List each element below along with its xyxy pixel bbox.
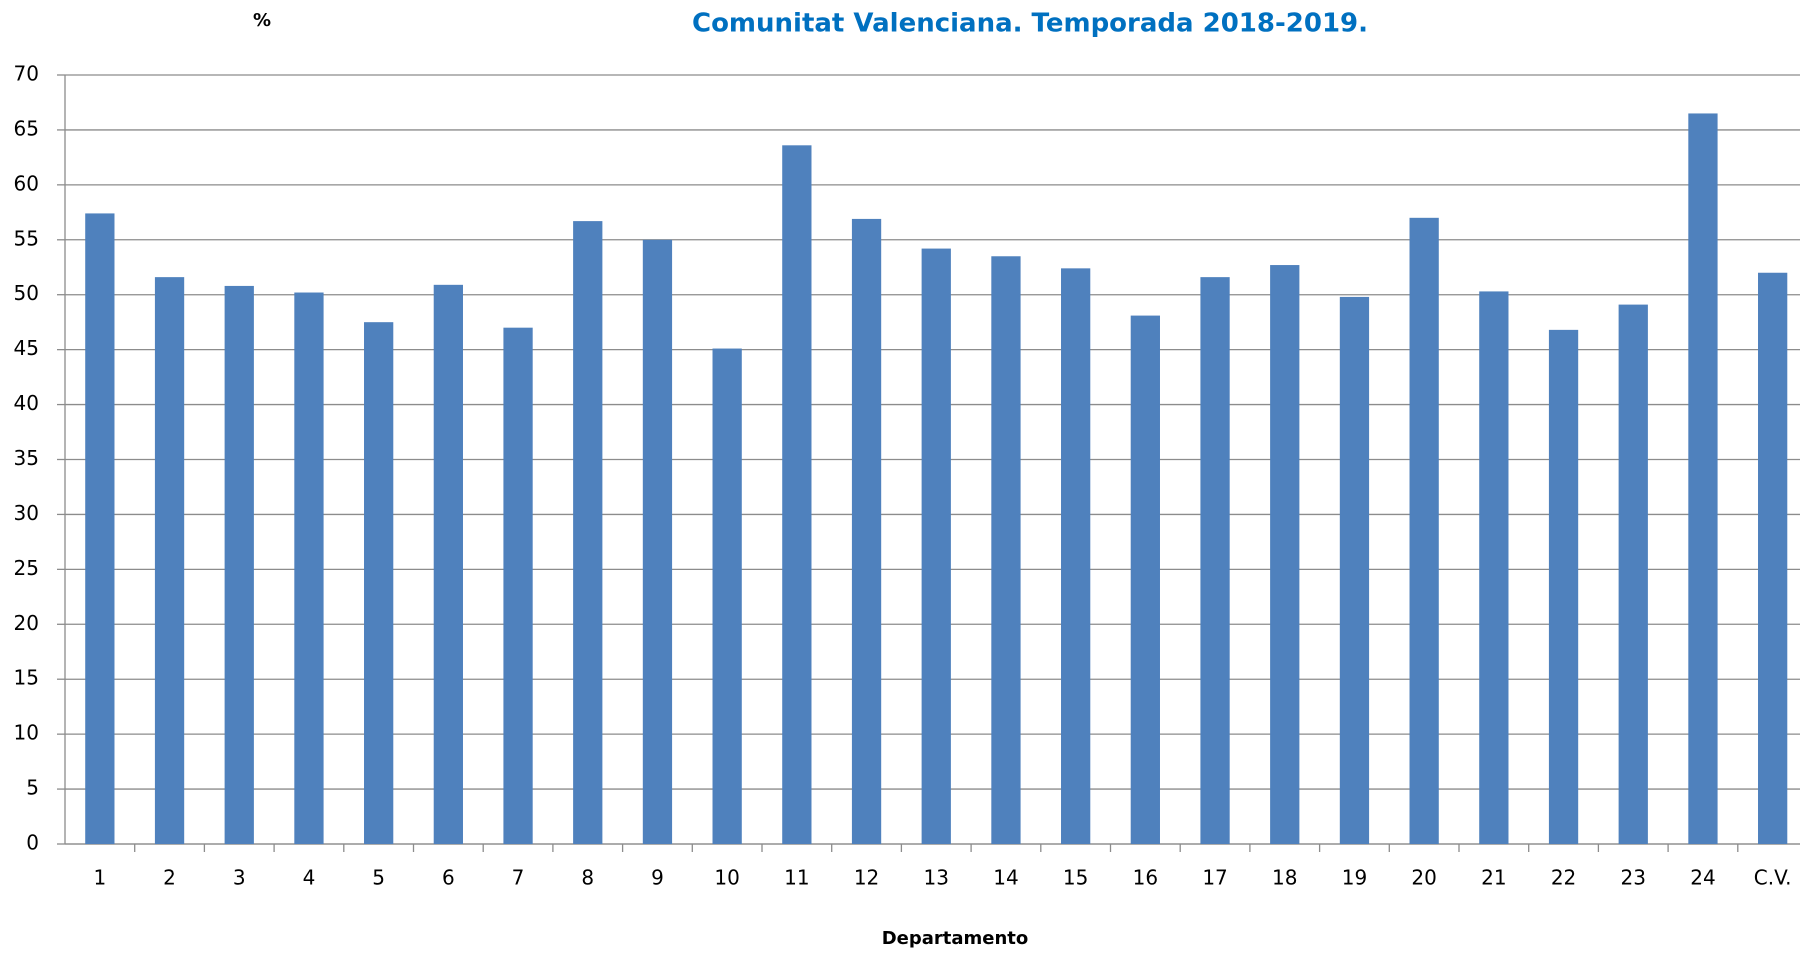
x-tick-label: 5 — [372, 866, 385, 890]
bar — [1688, 113, 1718, 844]
y-tick-label: 25 — [14, 556, 39, 580]
x-tick-label: 20 — [1411, 866, 1436, 890]
bar — [1758, 272, 1788, 844]
y-tick-label: 45 — [14, 336, 39, 360]
bar — [154, 277, 185, 844]
x-tick-label: 7 — [512, 866, 525, 890]
bar — [364, 322, 394, 844]
x-tick-label: 1 — [93, 866, 106, 890]
x-tick-label: 2 — [163, 866, 176, 890]
y-tick-label: 60 — [14, 171, 39, 195]
bar — [642, 239, 673, 845]
bar — [85, 213, 115, 845]
bar — [712, 348, 742, 844]
y-tick-label: 55 — [14, 226, 39, 250]
y-tick-label: 10 — [14, 721, 39, 745]
x-tick-label: 24 — [1690, 866, 1715, 890]
x-tick-label: 12 — [854, 866, 879, 890]
x-tick-label: 10 — [714, 866, 739, 890]
bar — [294, 292, 324, 844]
x-tick-label: 4 — [303, 866, 316, 890]
x-tick-label: 21 — [1481, 866, 1506, 890]
y-tick-label: 15 — [14, 666, 39, 690]
bar — [782, 145, 812, 844]
chart-title: Comunitat Valenciana. Temporada 2018-201… — [692, 9, 1368, 39]
x-tick-label: 6 — [442, 866, 455, 890]
x-tick-label: 17 — [1202, 866, 1227, 890]
x-tick-label: 3 — [233, 866, 246, 890]
bar — [921, 248, 951, 844]
x-tick-label: 16 — [1133, 866, 1158, 890]
bar — [503, 327, 533, 845]
x-tick-label: 9 — [651, 866, 664, 890]
bar — [1061, 268, 1091, 844]
bar — [1130, 315, 1160, 844]
x-tick-label: C.V. — [1754, 866, 1792, 890]
bar — [224, 285, 254, 844]
bar — [1548, 329, 1579, 845]
x-tick-label: 14 — [993, 866, 1018, 890]
x-tick-label: 8 — [581, 866, 594, 890]
x-tick-label: 19 — [1342, 866, 1367, 890]
bar — [851, 218, 882, 845]
y-tick-label: 40 — [14, 391, 39, 415]
bar — [991, 256, 1021, 844]
x-tick-label: 23 — [1621, 866, 1646, 890]
y-tick-label: 0 — [26, 831, 39, 855]
bar — [1200, 277, 1230, 844]
y-tick-label: 35 — [14, 446, 39, 470]
x-tick-label: 18 — [1272, 866, 1297, 890]
y-tick-label: 20 — [14, 611, 39, 635]
bar — [1479, 291, 1509, 844]
x-tick-label: 13 — [924, 866, 949, 890]
bar — [433, 284, 463, 844]
bar — [1339, 296, 1370, 844]
y-tick-label: 50 — [14, 281, 39, 305]
y-tick-label: 65 — [14, 116, 39, 140]
y-tick-label: 70 — [14, 62, 39, 86]
bar — [1409, 217, 1439, 845]
x-axis-label: Departamento — [882, 928, 1029, 949]
x-tick-label: 22 — [1551, 866, 1576, 890]
y-axis-label: % — [253, 10, 271, 31]
y-tick-label: 30 — [14, 501, 39, 525]
bar — [1270, 265, 1300, 844]
bar — [1618, 304, 1648, 844]
x-tick-label: 15 — [1063, 866, 1088, 890]
y-tick-label: 5 — [26, 776, 39, 800]
x-tick-label: 11 — [784, 866, 809, 890]
bar — [573, 221, 603, 845]
